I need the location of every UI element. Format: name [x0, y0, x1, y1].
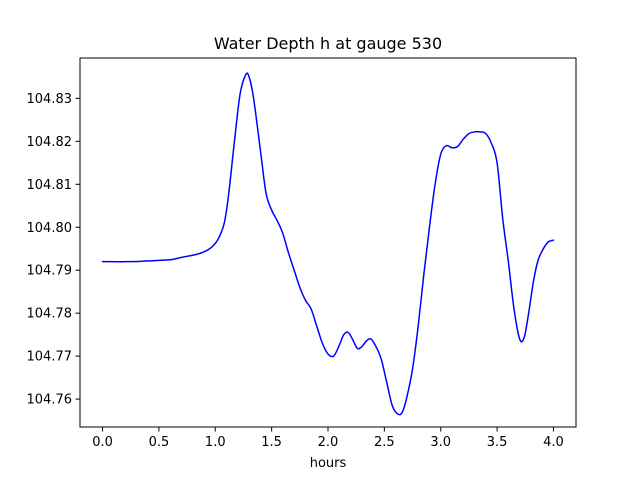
x-tick-label: 1.0	[205, 435, 226, 450]
series-line-0	[101, 72, 555, 416]
plot-area	[101, 72, 555, 416]
y-tick-label: 104.82	[27, 135, 73, 150]
y-tick-label: 104.77	[27, 350, 73, 365]
y-tick-label: 104.78	[27, 307, 73, 322]
x-tick-label: 2.5	[374, 435, 395, 450]
y-tick-label: 104.76	[27, 393, 73, 408]
x-tick-label: 1.5	[261, 435, 282, 450]
y-tick-label: 104.81	[27, 178, 73, 193]
y-axis: 104.76 104.77 104.78 104.79 104.80 104.81 104.…	[27, 92, 80, 408]
chart-title: Water Depth h at gauge 530	[214, 34, 442, 53]
x-tick-label: 4.0	[543, 435, 564, 450]
x-tick-label: 0.0	[92, 435, 113, 450]
x-tick-label: 3.5	[487, 435, 508, 450]
x-tick-label: 0.5	[149, 435, 170, 450]
x-axis: 0.0 0.5 1.0 1.5 2.0 2.5 3.0 3.5 4.0	[92, 427, 564, 450]
y-tick-label: 104.83	[27, 92, 73, 107]
plot-frame	[79, 57, 577, 428]
x-tick-label: 3.0	[430, 435, 451, 450]
y-tick-label: 104.80	[27, 221, 73, 236]
x-tick-label: 2.0	[318, 435, 339, 450]
x-axis-label: hours	[310, 456, 347, 471]
y-tick-label: 104.79	[27, 264, 73, 279]
